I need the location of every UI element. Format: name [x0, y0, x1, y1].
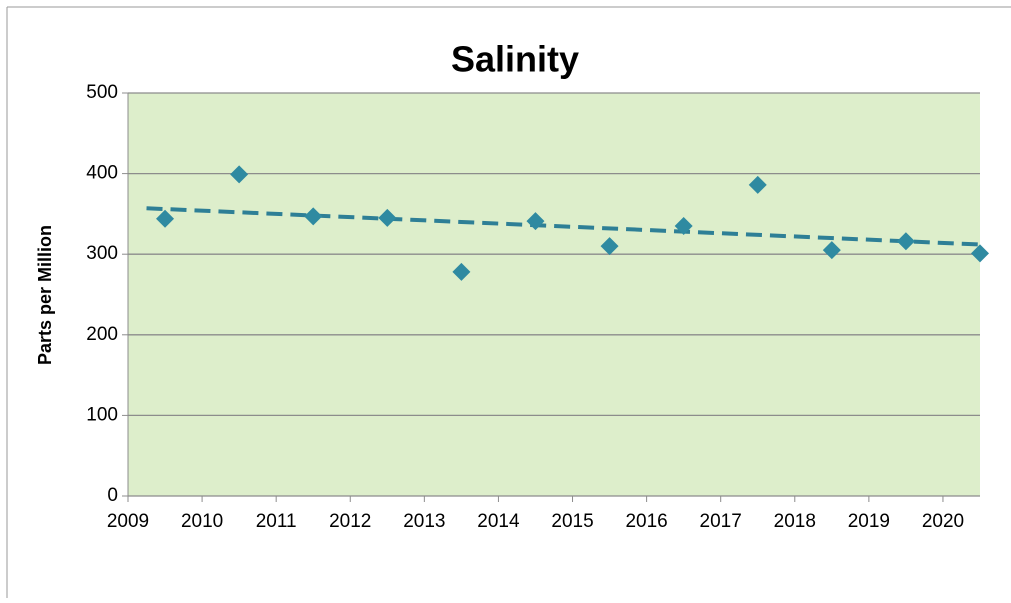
x-tick-label: 2020	[922, 511, 964, 532]
chart-title: Salinity	[451, 39, 579, 80]
y-tick-label: 500	[86, 82, 118, 103]
marker	[156, 209, 175, 228]
marker	[304, 207, 323, 226]
y-tick-label: 200	[86, 324, 118, 345]
x-tick-label: 2015	[551, 511, 593, 532]
x-tick-label: 2010	[181, 511, 223, 532]
plot-area	[128, 93, 980, 496]
y-tick-label: 100	[86, 404, 118, 425]
x-tick-label: 2009	[107, 511, 149, 532]
x-tick-label: 2018	[774, 511, 816, 532]
x-tick-label: 2014	[477, 511, 520, 532]
marker	[378, 208, 397, 227]
trendline	[146, 206, 981, 247]
x-tick-label: 2017	[700, 511, 742, 532]
marker	[526, 212, 545, 231]
x-tick-label: 2016	[625, 511, 667, 532]
marker	[230, 165, 249, 184]
y-axis-label: Parts per Million	[35, 225, 55, 365]
y-tick-label: 300	[86, 243, 118, 264]
marker	[896, 232, 915, 251]
marker	[971, 244, 989, 263]
x-tick-label: 2013	[403, 511, 445, 532]
x-tick-label: 2011	[256, 511, 297, 532]
marker	[674, 216, 693, 235]
y-tick-label: 0	[107, 485, 118, 506]
marker	[452, 262, 471, 281]
x-tick-label: 2019	[848, 511, 890, 532]
x-tick-label: 2012	[329, 511, 371, 532]
marker	[600, 237, 619, 256]
y-tick-label: 400	[86, 163, 118, 184]
marker	[748, 175, 767, 194]
marker	[822, 241, 841, 260]
